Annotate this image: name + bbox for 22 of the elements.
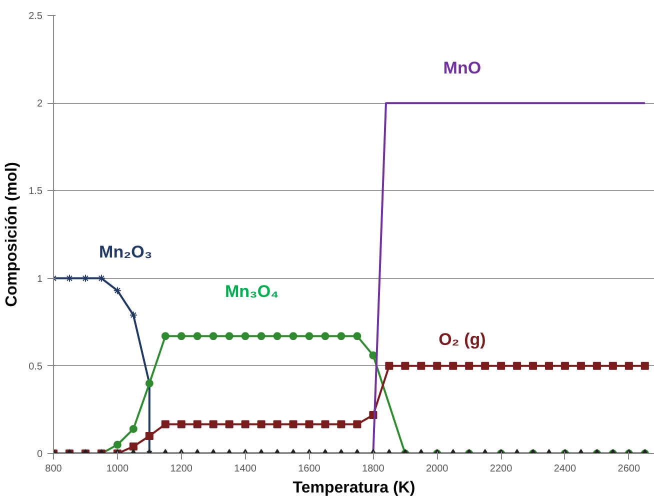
x-tick-label: 1400 (234, 464, 257, 474)
y-tick-label: 2.5 (28, 11, 43, 22)
x-axis-title: Temperatura (K) (292, 480, 416, 496)
y-tick-label: 2 (36, 98, 43, 110)
x-tick-label: 800 (45, 464, 62, 474)
x-tick-label: 2600 (618, 464, 640, 474)
x-tick-label: 1200 (170, 464, 193, 474)
x-tick-label: 2000 (426, 464, 449, 474)
annotation: O₂ (g) (438, 330, 486, 350)
x-tick-label: 1600 (298, 464, 321, 474)
y-axis-title: Composición (mol) (4, 162, 21, 307)
x-tick-label: 2400 (554, 464, 577, 474)
annotation: MnO (443, 58, 482, 78)
x-tick-label: 1000 (106, 464, 129, 474)
y-tick-label: 1.5 (28, 186, 43, 198)
annotation: Mn₃O₄ (224, 282, 279, 301)
y-tick-label: 0 (36, 449, 43, 460)
x-tick-label: 2200 (490, 464, 513, 474)
y-tick-label: 0.5 (28, 361, 43, 372)
y-tick-label: 1 (36, 274, 43, 285)
annotation: Mn₂O₃ (99, 242, 152, 262)
x-tick-label: 1800 (362, 464, 385, 474)
